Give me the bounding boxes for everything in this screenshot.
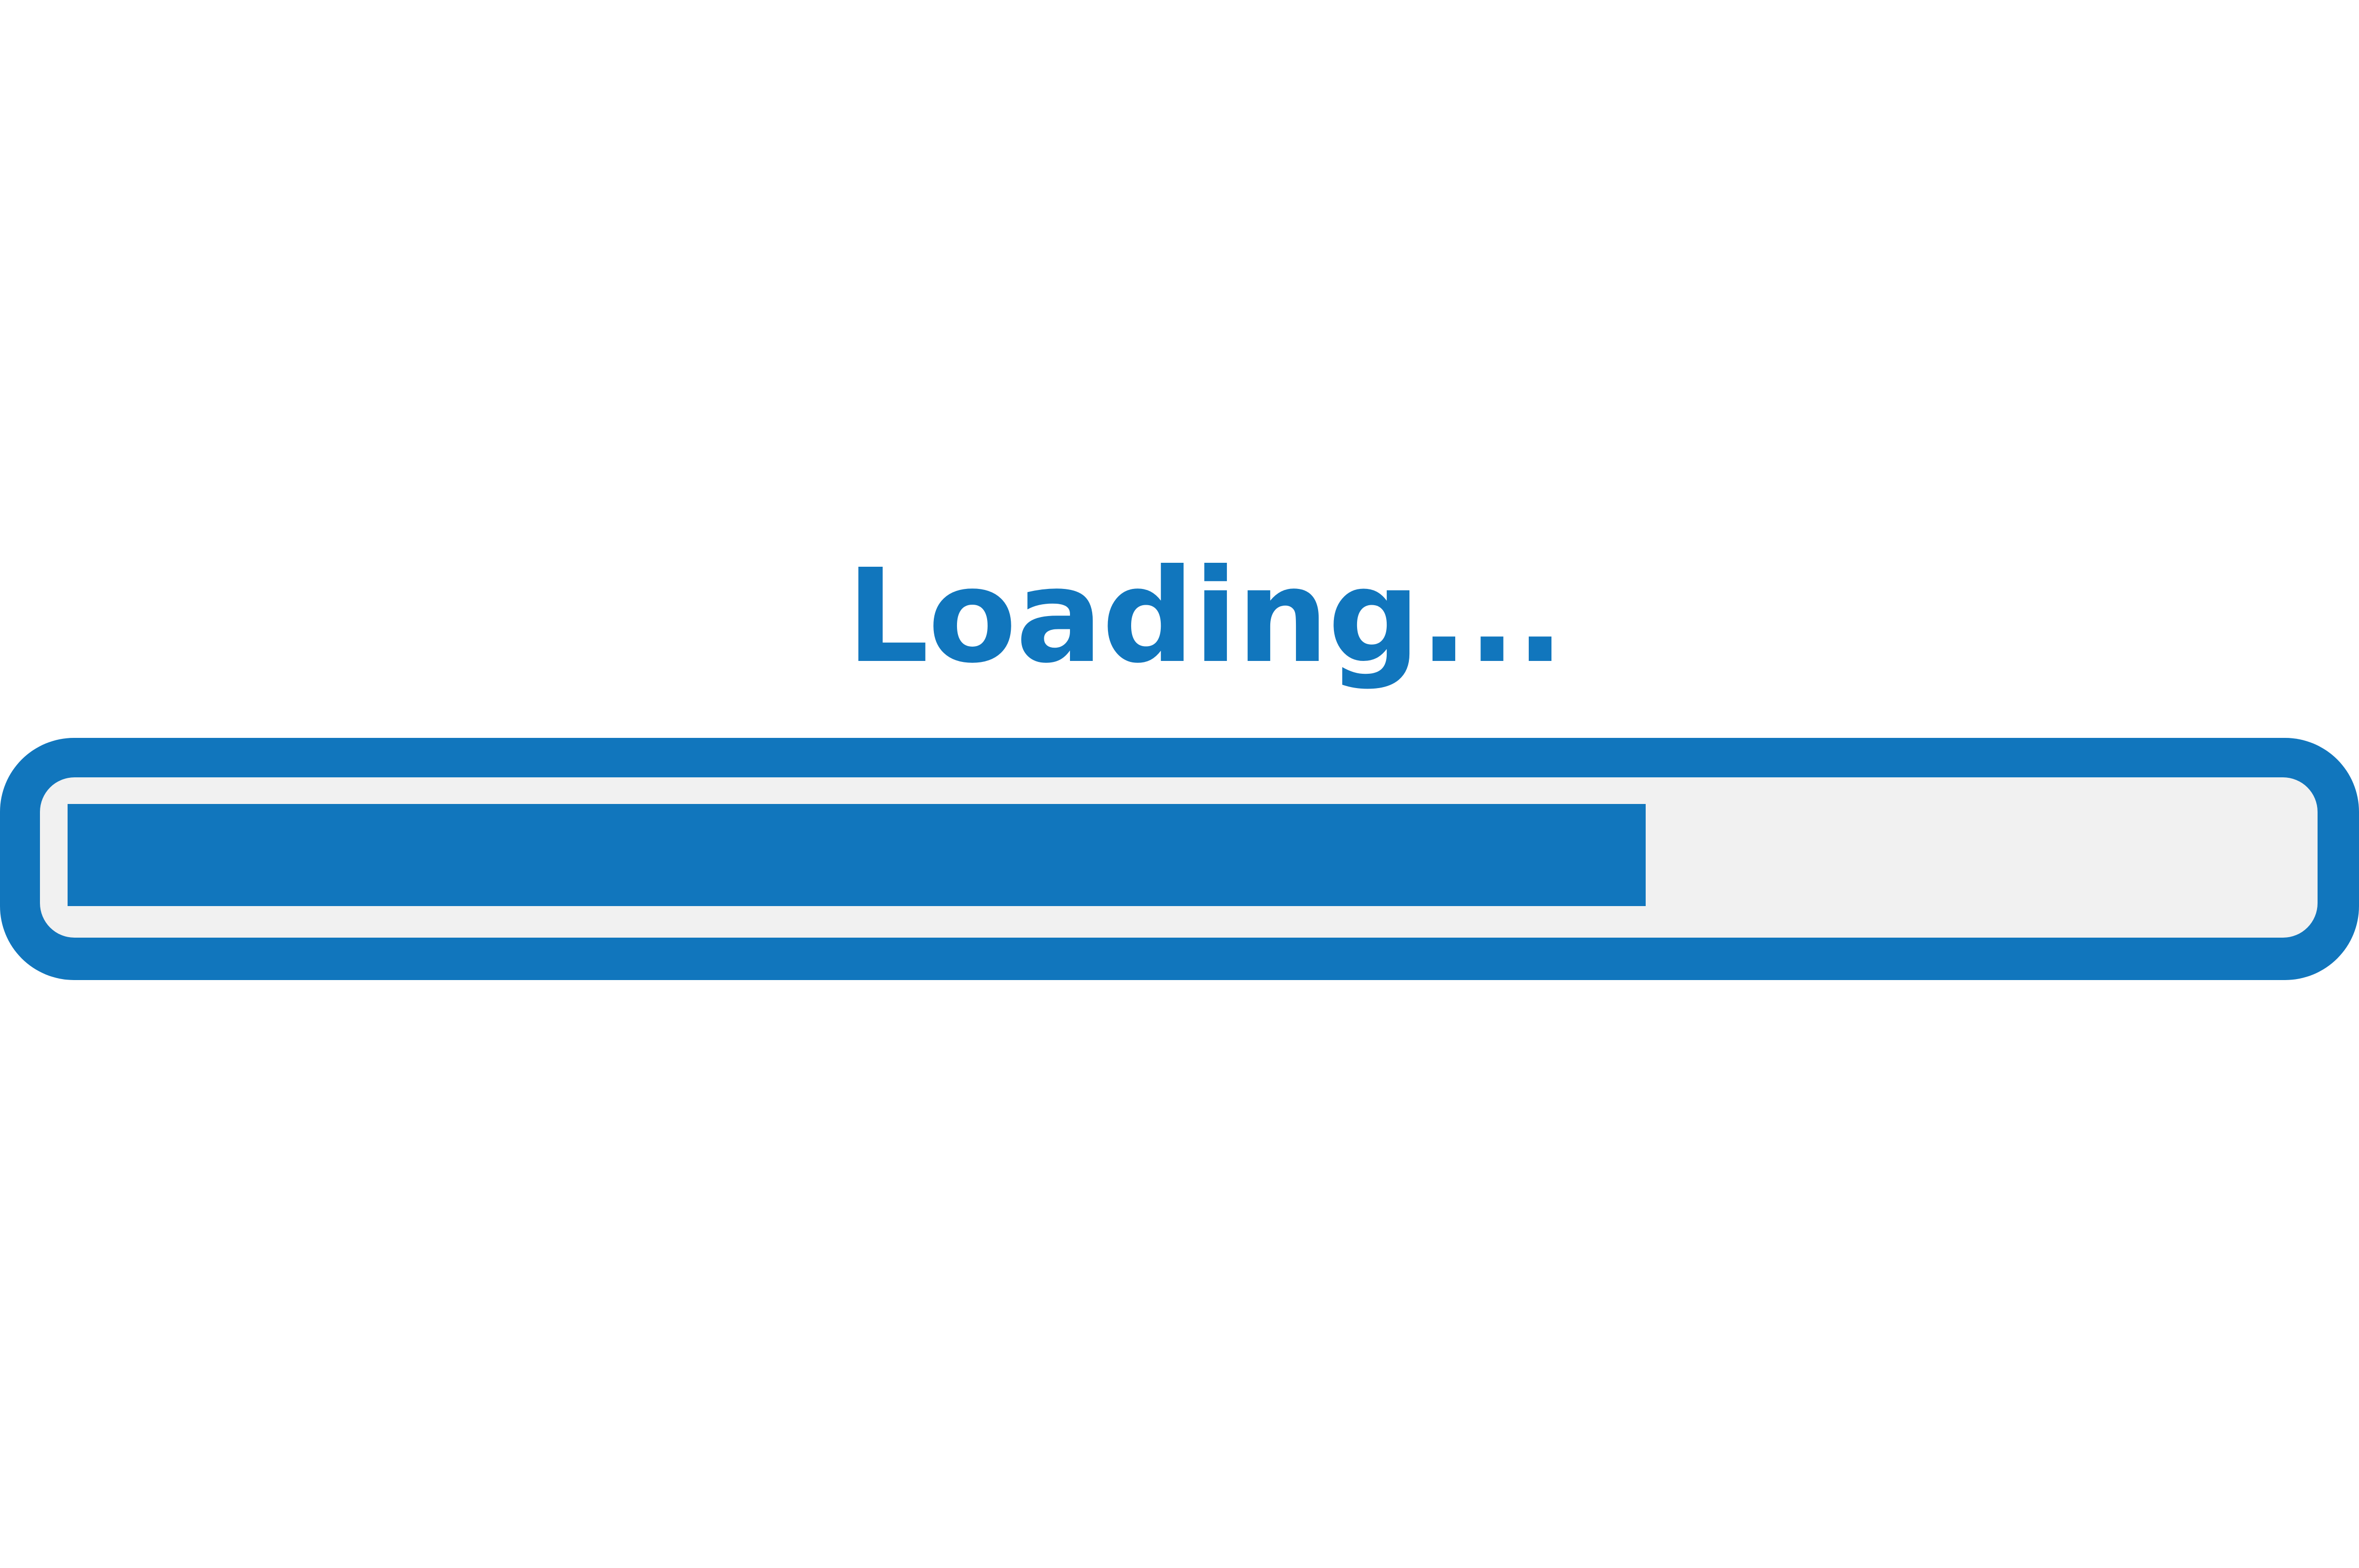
loading-label: Loading... [847, 541, 1565, 692]
progress-track [40, 777, 2318, 938]
progress-fill [68, 804, 1646, 906]
progress-bar [0, 738, 2359, 980]
